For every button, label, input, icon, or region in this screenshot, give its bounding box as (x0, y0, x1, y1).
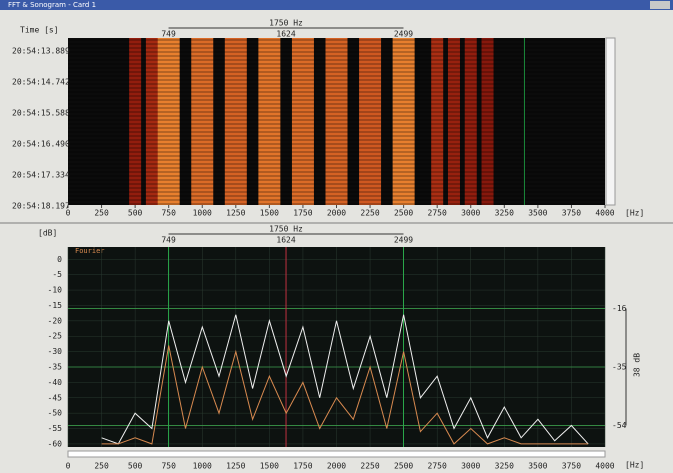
marker-label: 749 (161, 236, 176, 245)
x-unit: [Hz] (625, 461, 644, 470)
x-tick-label: 1000 (193, 209, 212, 218)
y-tick-label: -20 (48, 316, 63, 325)
x-tick-label: 750 (161, 462, 176, 471)
title-bar (0, 0, 673, 10)
x-tick-label: 1750 (293, 209, 312, 218)
x-tick-label: 4000 (595, 462, 614, 471)
window-controls[interactable] (650, 1, 670, 9)
x-tick-label: 1500 (260, 209, 279, 218)
x-tick-label: 2750 (428, 462, 447, 471)
x-tick-label: 3000 (461, 462, 480, 471)
y-tick-label: -60 (48, 439, 63, 448)
marker-label: 2499 (394, 236, 413, 245)
time-label: 20:54:18.197 (12, 202, 70, 211)
span-label: 1750 Hz (269, 225, 303, 234)
right-axis-label: 38 dB (633, 353, 642, 377)
time-label: 20:54:17.334 (12, 171, 70, 180)
x-tick-label: 250 (94, 209, 109, 218)
y-tick-label: -5 (52, 270, 62, 279)
x-tick-label: 2750 (428, 209, 447, 218)
window-title: FFT & Sonogram - Card 1 (8, 1, 96, 9)
y-tick-label: -45 (48, 393, 63, 402)
x-tick-label: 1500 (260, 462, 279, 471)
x-tick-label: 2250 (360, 209, 379, 218)
x-tick-label: 3000 (461, 209, 480, 218)
x-tick-label: 1250 (226, 462, 245, 471)
h-scrollbar[interactable] (68, 451, 605, 457)
y-tick-label: -10 (48, 286, 63, 295)
marker-label: 1624 (276, 236, 295, 245)
x-tick-label: 3500 (528, 462, 547, 471)
time-label: 20:54:14.742 (12, 78, 70, 87)
x-tick-label: 3250 (495, 209, 514, 218)
app-window: FFT & Sonogram - Card 1 Time [s] [Hz] [d… (0, 0, 673, 473)
x-tick-label: 750 (161, 209, 176, 218)
x-tick-label: 4000 (595, 209, 614, 218)
y-unit: [dB] (38, 229, 57, 238)
y-tick-label: -35 (48, 363, 63, 372)
scrollbar[interactable] (606, 38, 615, 205)
y-tick-label: -30 (48, 347, 63, 356)
x-tick-label: 1750 (293, 462, 312, 471)
x-tick-label: 3750 (562, 462, 581, 471)
x-tick-label: 2500 (394, 462, 413, 471)
x-tick-label: 1000 (193, 462, 212, 471)
x-tick-label: 2250 (360, 462, 379, 471)
legend: Fourier (75, 247, 105, 255)
marker-label: 2499 (394, 30, 413, 39)
x-tick-label: 500 (128, 209, 143, 218)
x-tick-label: 3750 (562, 209, 581, 218)
y-tick-label: -40 (48, 378, 63, 387)
y-tick-label: -50 (48, 409, 63, 418)
marker-label: 749 (161, 30, 176, 39)
right-tick-label: -16 (612, 304, 627, 313)
x-tick-label: 500 (128, 462, 143, 471)
time-label: 20:54:13.889 (12, 47, 70, 56)
right-tick-label: -54 (612, 421, 627, 430)
x-tick-label: 2000 (327, 209, 346, 218)
x-tick-label: 2500 (394, 209, 413, 218)
time-axis-label: Time [s] (20, 26, 59, 35)
x-tick-label: 250 (94, 462, 109, 471)
y-tick-label: -55 (48, 424, 63, 433)
span-label: 1750 Hz (269, 19, 303, 28)
y-tick-label: 0 (57, 255, 62, 264)
time-label: 20:54:15.588 (12, 109, 70, 118)
marker-label: 1624 (276, 30, 295, 39)
x-tick-label: 1250 (226, 209, 245, 218)
y-tick-label: -25 (48, 332, 63, 341)
x-tick-label: 0 (66, 209, 71, 218)
x-tick-label: 0 (66, 462, 71, 471)
x-tick-label: 2000 (327, 462, 346, 471)
x-tick-label: 3500 (528, 209, 547, 218)
y-tick-label: -15 (48, 301, 63, 310)
x-tick-label: 3250 (495, 462, 514, 471)
right-tick-label: -35 (612, 363, 627, 372)
time-label: 20:54:16.490 (12, 140, 70, 149)
x-unit: [Hz] (625, 209, 644, 218)
